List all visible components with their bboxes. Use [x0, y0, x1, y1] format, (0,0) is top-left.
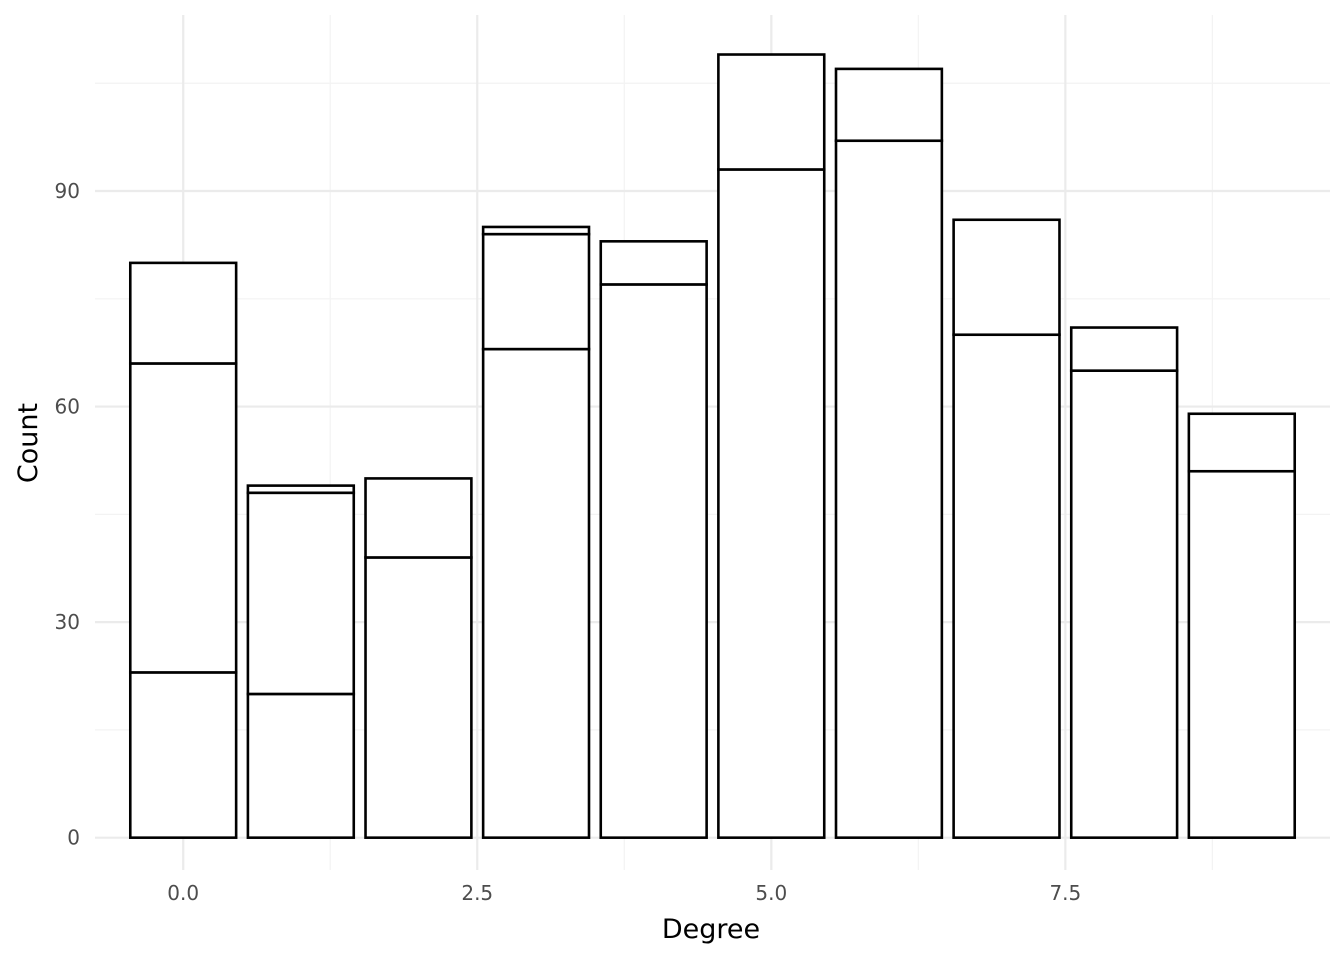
bar-segment: [952, 333, 1061, 839]
bar-segment: [1069, 326, 1179, 372]
bar-segment: [599, 283, 708, 839]
bar-segment: [1069, 369, 1179, 839]
bar-segment: [834, 67, 944, 143]
x-axis-ticks: 0.0 2.5 5.0 7.5: [167, 881, 1081, 905]
bar-degree-8: [1069, 326, 1179, 839]
y-axis-ticks: 0 30 60 90: [55, 179, 80, 850]
bar-segment: [246, 491, 356, 696]
x-tick-label: 7.5: [1049, 881, 1081, 905]
y-tick-label: 0: [67, 826, 80, 850]
y-tick-label: 30: [55, 610, 80, 634]
bar-segment: [599, 240, 708, 286]
bar-degree-3: [481, 225, 591, 839]
bar-degree-1: [246, 484, 356, 839]
bar-degree-0: [128, 261, 238, 839]
bar-segment: [364, 477, 473, 559]
bar-degree-6: [834, 67, 944, 839]
bar-segment: [128, 261, 238, 365]
bar-degree-5: [717, 53, 826, 839]
bar-segment: [128, 362, 238, 674]
bar-degree-2: [364, 477, 473, 839]
bar-segment: [1187, 469, 1297, 839]
bar-segment: [481, 347, 591, 839]
bar-segment: [717, 168, 826, 839]
bar-segment: [952, 218, 1061, 337]
bar-segment: [1187, 412, 1297, 473]
bar-degree-7: [952, 218, 1061, 839]
x-tick-label: 5.0: [755, 881, 787, 905]
y-axis-title: Count: [13, 403, 44, 483]
x-axis-title: Degree: [662, 914, 760, 945]
bar-degree-4: [599, 240, 708, 839]
bar-segment: [834, 139, 944, 839]
bar-degree-9: [1187, 412, 1297, 839]
bar-segment: [481, 225, 591, 236]
y-tick-label: 60: [55, 395, 80, 419]
y-tick-label: 90: [55, 179, 80, 203]
bar-segment: [717, 53, 826, 171]
bar-segment: [246, 484, 356, 495]
bar-segment: [128, 671, 238, 839]
bar-segment: [246, 692, 356, 839]
bar-segment: [481, 232, 591, 351]
x-tick-label: 0.0: [167, 881, 199, 905]
bar-segment: [364, 556, 473, 839]
x-tick-label: 2.5: [461, 881, 493, 905]
bars: [128, 53, 1297, 839]
